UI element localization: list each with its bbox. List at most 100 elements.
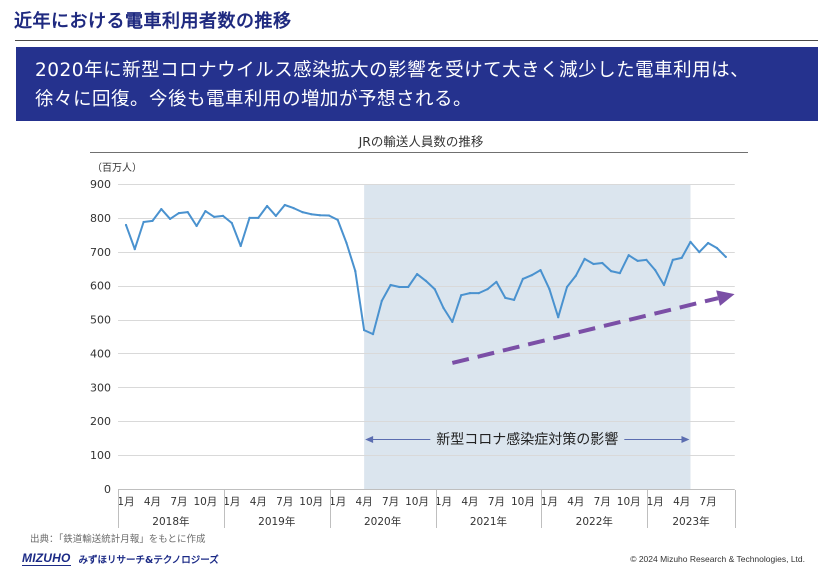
data-point [142, 220, 145, 224]
data-point [592, 262, 595, 266]
trend-arrow [451, 290, 735, 365]
x-tick-label: 4月 [567, 496, 584, 508]
data-point [715, 246, 719, 250]
y-tick-label: 800 [90, 212, 111, 225]
data-point [177, 212, 180, 215]
covid-period-shade [364, 184, 691, 489]
data-point [257, 216, 260, 219]
x-tick-label: 10月 [511, 496, 535, 508]
data-point [327, 214, 330, 217]
year-label: 2021年 [470, 515, 507, 528]
data-point [416, 273, 419, 276]
x-tick-label: 4月 [461, 496, 478, 508]
x-tick-label: 1月 [117, 496, 134, 508]
x-tick-label: 4月 [144, 496, 161, 508]
trend-arrowhead [716, 290, 735, 306]
data-point [680, 256, 683, 259]
data-point [363, 329, 366, 332]
y-axis-unit-label: （百万人） [92, 162, 142, 174]
year-label: 2019年 [258, 515, 295, 528]
data-point [583, 257, 586, 260]
data-point [310, 213, 313, 216]
data-point [380, 299, 383, 302]
mizuho-logo-mark: MIZUHO [22, 551, 71, 566]
x-tick-label: 10月 [617, 496, 641, 508]
x-tick-label: 1月 [541, 496, 558, 508]
data-point [460, 294, 463, 297]
x-axis: 1月 4月 7月 10月 1月 4月 7月 10月 1月 4月 7月 10月 1月 4月 7月 10月 1月 4月… [117, 490, 736, 528]
data-point [627, 254, 630, 257]
x-tick-label: 4月 [356, 496, 373, 508]
y-tick-label: 600 [90, 280, 111, 293]
data-point [433, 288, 436, 291]
data-point [530, 274, 533, 277]
data-point [654, 269, 657, 272]
series [124, 203, 727, 336]
covid-period-arrowhead-right [681, 436, 690, 443]
data-point [442, 306, 445, 310]
data-point [195, 224, 198, 228]
data-point [574, 274, 577, 277]
year-label: 2022年 [576, 515, 613, 528]
slide-title: 近年における電車利用者数の推移 [14, 11, 292, 32]
data-point [133, 248, 136, 251]
data-point [221, 214, 225, 217]
y-tick-label: 900 [90, 178, 111, 191]
data-point [160, 208, 163, 211]
data-point [424, 279, 427, 282]
data-point [336, 218, 339, 221]
covid-period-arrowhead-left [365, 436, 374, 443]
y-tick-label: 700 [90, 246, 111, 259]
company-name: みずほリサーチ&テクノロジーズ [78, 555, 219, 566]
covid-period-annotation: 新型コロナ感染症対策の影響 [365, 431, 690, 448]
year-label: 2020年 [364, 515, 401, 528]
data-point [398, 285, 401, 289]
data-point [565, 285, 569, 289]
summary-banner: 2020年に新型コロナウイルス感染拡大の影響を受けて大きく減少した電車利用は、 … [16, 47, 818, 121]
covid-period-label: 新型コロナ感染症対策の影響 [436, 431, 618, 448]
jr-passenger-chart: JRの輸送人員数の推移 （百万人） 0 100 200 300 400 500 600 700… [90, 134, 748, 528]
data-point [292, 207, 295, 210]
x-tick-label: 7月 [594, 496, 611, 508]
x-tick-label: 10月 [193, 496, 217, 508]
x-tick-label: 1月 [223, 496, 240, 508]
data-point [248, 216, 251, 219]
data-point [239, 244, 242, 248]
x-tick-label: 7月 [170, 496, 187, 508]
data-point [610, 270, 613, 273]
company-logo: MIZUHO みずほリサーチ&テクノロジーズ [22, 551, 219, 567]
x-tick-label: 7月 [700, 496, 717, 508]
data-point [477, 292, 480, 295]
y-axis-ticks: 0 100 200 300 400 500 600 700 800 900 [90, 178, 111, 496]
y-tick-label: 200 [90, 415, 111, 428]
data-point [468, 292, 472, 295]
data-point [724, 255, 727, 258]
data-point [671, 258, 674, 261]
data-point [539, 269, 542, 272]
data-point [521, 277, 525, 280]
x-tick-label: 7月 [276, 496, 293, 508]
y-tick-label: 400 [90, 347, 111, 360]
data-point [204, 210, 207, 213]
data-point [345, 241, 348, 245]
data-point [389, 283, 392, 287]
year-label: 2023年 [672, 515, 709, 528]
y-tick-label: 500 [90, 314, 111, 327]
data-point [169, 217, 172, 220]
data-point [318, 214, 322, 217]
year-label: 2018年 [152, 515, 189, 528]
data-point [698, 251, 701, 254]
data-point [689, 240, 692, 243]
banner-line-1: 2020年に新型コロナウイルス感染拡大の影響を受けて大きく減少した電車利用は、 [35, 60, 750, 81]
gridlines [118, 184, 735, 490]
data-point [707, 241, 710, 245]
copyright: © 2024 Mizuho Research & Technologies, L… [630, 554, 805, 564]
shaded-period-layer [364, 184, 691, 489]
data-point [213, 215, 216, 218]
title-divider [15, 40, 818, 41]
x-tick-label: 10月 [405, 496, 429, 508]
data-point [662, 283, 666, 287]
data-point [407, 285, 410, 289]
x-tick-label: 4月 [250, 496, 267, 508]
